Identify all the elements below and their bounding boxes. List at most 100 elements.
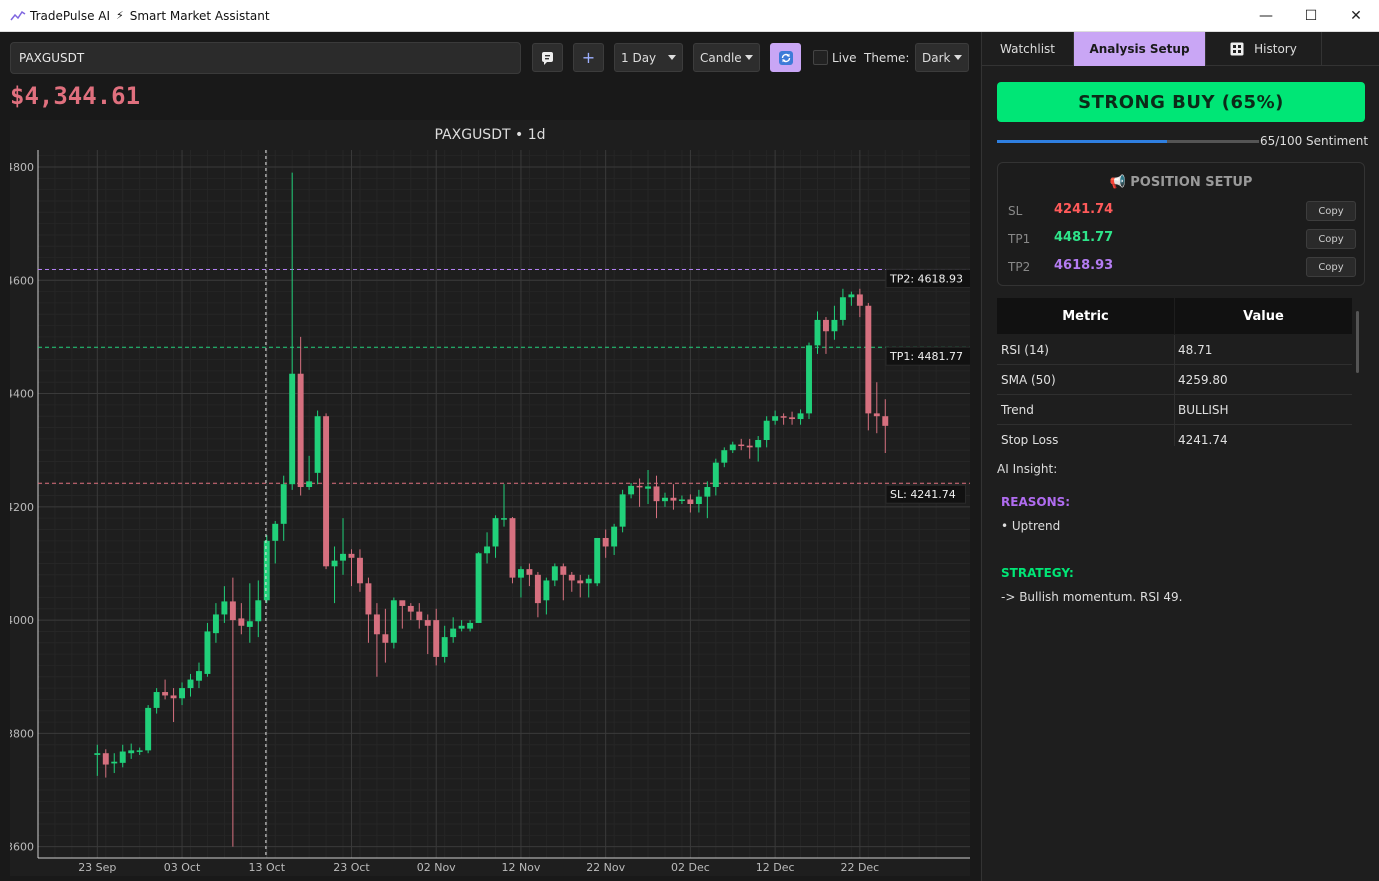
- chevron-down-icon: [745, 55, 753, 60]
- candle-body: [102, 753, 109, 765]
- candlestick-chart[interactable]: 3600 3800 4000 4200 4400 4600 4800 23 Sep 03 Oct…: [10, 120, 970, 876]
- candle-body: [755, 439, 762, 448]
- theme-select[interactable]: Dark: [915, 43, 969, 72]
- ai-chat-button[interactable]: [532, 43, 563, 72]
- candle-body: [382, 634, 389, 643]
- level-label-bg: [885, 346, 970, 366]
- candle-body: [517, 569, 524, 578]
- candle-body: [636, 485, 643, 488]
- current-price: $4,344.61: [10, 82, 141, 110]
- candle-body: [856, 294, 863, 306]
- close-button[interactable]: ✕: [1350, 8, 1362, 24]
- chevron-down-icon: [954, 55, 962, 60]
- candle-body: [534, 574, 541, 604]
- position-setup-card: 📢 POSITION SETUP SL 4241.74 Copy TP1 448…: [997, 162, 1365, 286]
- x-tick-label: 03 Oct: [164, 861, 201, 874]
- candle-body: [865, 305, 872, 414]
- add-symbol-button[interactable]: +: [573, 43, 604, 72]
- candle-body: [229, 601, 236, 621]
- candle-body: [136, 750, 143, 752]
- tab-watchlist[interactable]: Watchlist: [982, 32, 1074, 66]
- x-tick-label: 22 Dec: [840, 861, 879, 874]
- value-cell: BULLISH: [1178, 403, 1229, 417]
- signal-banner: STRONG BUY (65%): [997, 82, 1365, 122]
- panel-tabs: Watchlist Analysis Setup History: [982, 32, 1379, 66]
- candle-body: [441, 637, 448, 657]
- candle-body: [670, 497, 677, 501]
- metric-cell: Trend: [1001, 403, 1034, 417]
- value-cell: 4241.74: [1178, 433, 1228, 446]
- position-row-tp1: TP1 4481.77 Copy: [1008, 229, 1356, 249]
- tab-analysis-setup[interactable]: Analysis Setup: [1074, 32, 1206, 66]
- chat-icon: [541, 51, 553, 65]
- tp2-key: TP2: [1008, 260, 1031, 274]
- table-row: Stop Loss 4241.74: [997, 425, 1352, 446]
- candle-body: [484, 546, 491, 554]
- megaphone-icon: 📢: [1109, 175, 1126, 190]
- candle-body: [687, 499, 694, 504]
- sentiment-label: 65/100 Sentiment: [1260, 134, 1369, 148]
- candle-body: [704, 487, 711, 497]
- tab-history[interactable]: History: [1206, 32, 1322, 66]
- candle-body: [170, 695, 177, 699]
- chart-style-select[interactable]: Candle: [693, 43, 760, 72]
- tp1-value: 4481.77: [1054, 230, 1114, 245]
- candle-body: [289, 373, 296, 485]
- live-checkbox[interactable]: [813, 50, 828, 65]
- table-row: SMA (50) 4259.80: [997, 365, 1352, 395]
- reasons-title: REASONS:: [1001, 495, 1071, 509]
- maximize-button[interactable]: ☐: [1304, 8, 1318, 24]
- table-row: RSI (14) 48.71: [997, 335, 1352, 365]
- app-title: TradePulse AI: [30, 8, 111, 23]
- candle-body: [390, 600, 397, 643]
- x-tick-label: 22 Nov: [586, 861, 625, 874]
- candle-body: [509, 518, 516, 578]
- y-tick-label: 4200: [10, 501, 34, 514]
- value-cell: 4259.80: [1178, 373, 1228, 387]
- interval-select[interactable]: 1 Day: [614, 43, 683, 72]
- title-bar: TradePulse AI ⚡ Smart Market Assistant —…: [0, 0, 1379, 32]
- candle-body: [221, 601, 228, 615]
- candle-body: [111, 761, 118, 764]
- candle-body: [373, 614, 380, 635]
- candle-body: [585, 578, 592, 584]
- candle-body: [831, 319, 838, 332]
- copy-tp2-button[interactable]: Copy: [1306, 257, 1356, 277]
- sl-value: 4241.74: [1054, 202, 1114, 217]
- candle-body: [653, 486, 660, 502]
- metric-cell: Stop Loss: [1001, 433, 1059, 446]
- candle-body: [763, 420, 770, 440]
- copy-sl-button[interactable]: Copy: [1306, 201, 1356, 221]
- strategy-title: STRATEGY:: [1001, 566, 1074, 580]
- table-scrollbar[interactable]: [1356, 311, 1359, 373]
- minimize-button[interactable]: —: [1259, 8, 1273, 24]
- candle-body: [729, 444, 736, 451]
- candle-body: [467, 622, 474, 629]
- bolt-icon: ⚡: [116, 9, 124, 22]
- refresh-button[interactable]: [770, 43, 801, 72]
- x-tick-label: 23 Oct: [333, 861, 370, 874]
- candle-body: [196, 671, 202, 681]
- chart-title: PAXGUSDT • 1d: [435, 127, 546, 143]
- symbol-input[interactable]: PAXGUSDT: [10, 42, 521, 74]
- y-tick-label: 3600: [10, 841, 34, 854]
- candle-body: [119, 751, 126, 763]
- position-setup-header: 📢 POSITION SETUP: [998, 175, 1364, 190]
- candle-body: [594, 537, 601, 584]
- candle-body: [128, 750, 135, 754]
- candle-body: [187, 679, 194, 689]
- candle-body: [789, 417, 796, 420]
- candle-body: [662, 497, 668, 502]
- tab-history-label: History: [1254, 42, 1297, 56]
- x-tick-label: 12 Nov: [501, 861, 540, 874]
- candle-body: [416, 611, 423, 621]
- candle-body: [543, 580, 550, 601]
- candle-body: [407, 605, 414, 612]
- candle-body: [848, 294, 855, 298]
- candle-body: [475, 553, 482, 623]
- candle-body: [145, 707, 152, 751]
- candle-body: [746, 445, 753, 448]
- copy-tp1-button[interactable]: Copy: [1306, 229, 1356, 249]
- candle-body: [424, 620, 431, 626]
- candle-body: [695, 496, 702, 504]
